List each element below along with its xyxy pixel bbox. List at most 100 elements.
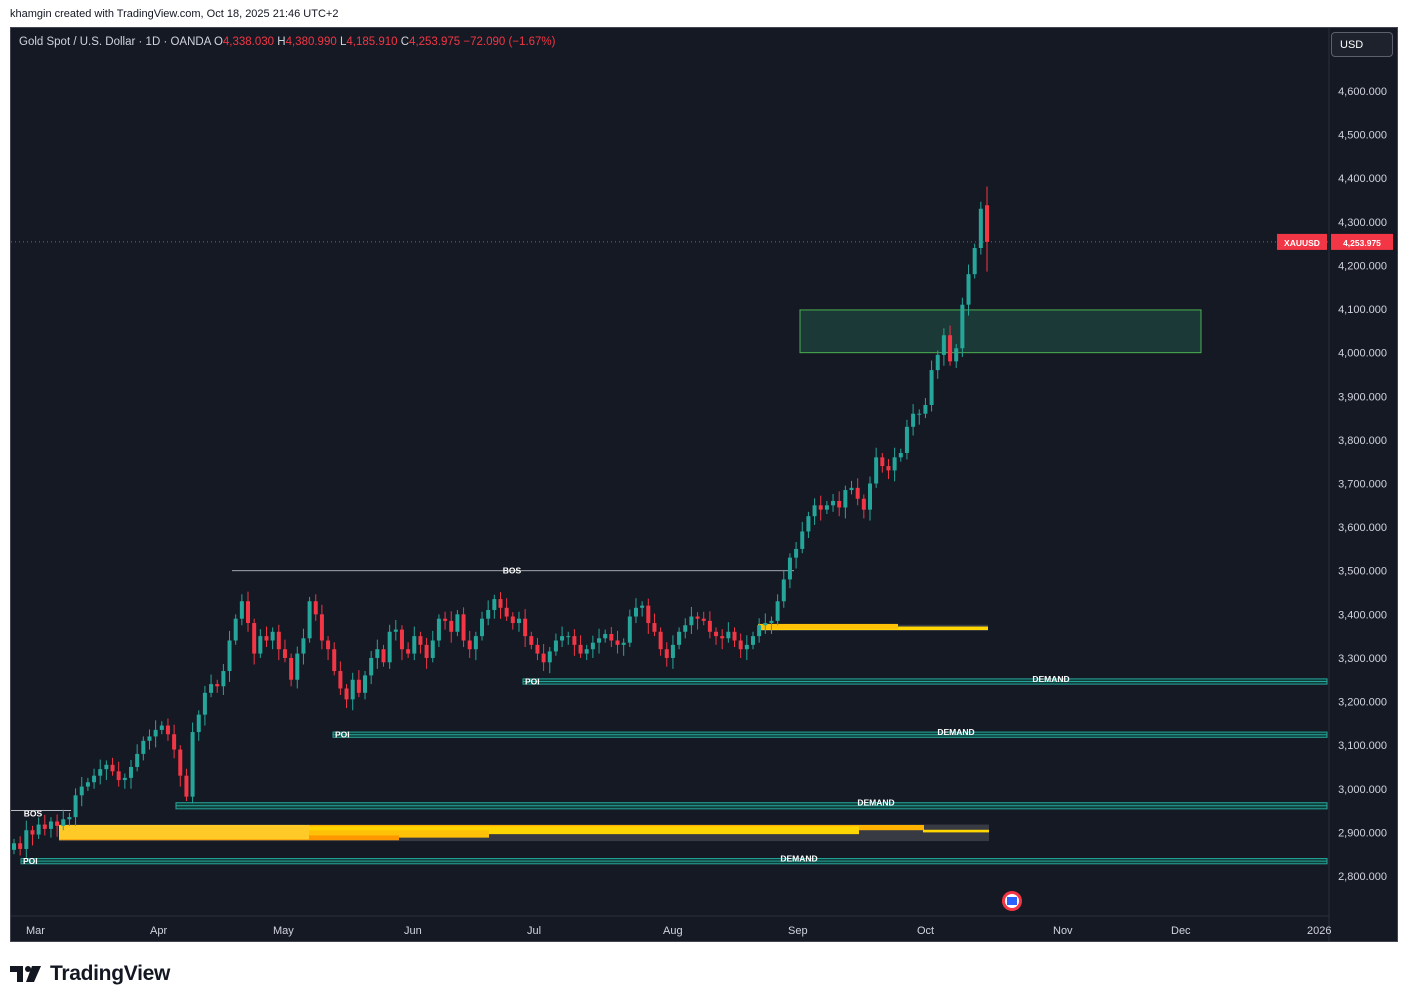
candle-body — [985, 205, 989, 242]
candle-body — [707, 620, 712, 632]
fvg-zone — [59, 824, 309, 840]
candle-body — [85, 782, 90, 787]
candle-body — [258, 636, 263, 654]
chart-frame[interactable]: 2,800.000 2,900.000 3,000.000 3,100.000 3,20… — [10, 27, 1398, 942]
candle-body — [948, 335, 953, 362]
candle-body — [319, 614, 324, 641]
candle-body — [252, 623, 257, 654]
candle-body — [794, 548, 799, 558]
candle-body — [215, 684, 220, 687]
candle-body — [911, 413, 916, 427]
candle-body — [313, 601, 318, 615]
candle-body — [898, 452, 903, 458]
x-tick-label: Sep — [788, 925, 808, 937]
candle-body — [954, 348, 959, 362]
candle-body — [116, 771, 121, 781]
chart-credit: khamgin created with TradingView.com, Oc… — [10, 8, 339, 20]
candle-body — [904, 426, 909, 453]
candle-body — [523, 618, 528, 637]
candle-body — [18, 843, 23, 849]
poi-label: POI — [335, 730, 350, 740]
candle-body — [609, 633, 614, 641]
candle-body — [381, 649, 386, 663]
candle-body — [960, 304, 965, 349]
candle-body — [221, 671, 226, 687]
candle-body — [480, 618, 485, 637]
candle-body — [972, 248, 977, 275]
candle-body — [184, 775, 189, 797]
candle-body — [689, 616, 694, 626]
candle-body — [683, 625, 688, 632]
candle-body — [196, 714, 201, 733]
candle-body — [886, 466, 891, 471]
poi-label: POI — [525, 676, 540, 686]
price-chart[interactable]: 2,800.000 2,900.000 3,000.000 3,100.000 3,20… — [11, 28, 1397, 941]
candle-body — [677, 631, 682, 645]
candle-body — [79, 786, 84, 796]
candle-body — [843, 490, 848, 508]
y-tick-label: 3,100.000 — [1338, 740, 1387, 752]
y-tick-label: 4,400.000 — [1338, 173, 1387, 185]
candle-body — [874, 457, 879, 484]
candle-body — [73, 795, 78, 818]
candle-body — [621, 642, 626, 645]
candle-body — [738, 640, 743, 650]
candle-body — [350, 679, 355, 700]
candle-body — [135, 753, 140, 767]
candle-body — [295, 653, 300, 680]
candle-body — [338, 671, 343, 689]
y-tick-label: 2,900.000 — [1338, 827, 1387, 839]
demand-label: DEMAND — [857, 798, 894, 808]
candle-body — [443, 618, 448, 621]
x-tick-label: 2026 — [1307, 925, 1331, 937]
candle-body — [467, 640, 472, 650]
x-tick-label: May — [273, 925, 294, 937]
candle-body — [615, 640, 620, 645]
candle-body — [867, 483, 872, 510]
candle-body — [356, 679, 361, 693]
candle-body — [633, 607, 638, 617]
candle-body — [849, 487, 854, 491]
candle-body — [153, 729, 158, 737]
candle-body — [818, 505, 823, 510]
x-tick-label: Oct — [917, 925, 934, 937]
y-tick-label: 3,500.000 — [1338, 566, 1387, 578]
candle-body — [787, 557, 792, 580]
demand-label: DEMAND — [780, 854, 817, 864]
x-tick-label: Jul — [527, 925, 541, 937]
candle-body — [227, 640, 232, 672]
candle-body — [603, 633, 608, 639]
currency-button[interactable]: USD — [1331, 32, 1393, 57]
candle-body — [714, 631, 719, 637]
candle-body — [239, 601, 244, 619]
candle-body — [122, 777, 127, 781]
candle-body — [436, 618, 441, 641]
candle-body — [430, 640, 435, 658]
candle-body — [597, 638, 602, 643]
candle-body — [640, 605, 645, 608]
candle-body — [92, 775, 97, 783]
candle-body — [566, 636, 571, 638]
candle-body — [209, 684, 214, 693]
candle-body — [418, 636, 423, 645]
low-label: L — [339, 36, 347, 48]
candle-body — [387, 631, 392, 663]
candle-body — [455, 614, 460, 632]
y-tick-label: 3,900.000 — [1338, 391, 1387, 403]
candle-body — [276, 631, 281, 650]
candle-body — [61, 819, 66, 826]
candle-body — [147, 736, 152, 741]
candle-body — [763, 623, 768, 626]
candle-body — [578, 644, 583, 654]
candle-body — [301, 638, 306, 654]
y-tick-label: 4,100.000 — [1338, 304, 1387, 316]
candle-body — [486, 609, 491, 619]
candle-body — [473, 636, 478, 650]
us-flag-icon — [1007, 897, 1017, 905]
candle-body — [646, 605, 651, 624]
candle-body — [344, 688, 349, 700]
candle-body — [492, 599, 497, 610]
candle-body — [369, 657, 374, 676]
candle-body — [553, 640, 558, 652]
candle-body — [775, 601, 780, 621]
